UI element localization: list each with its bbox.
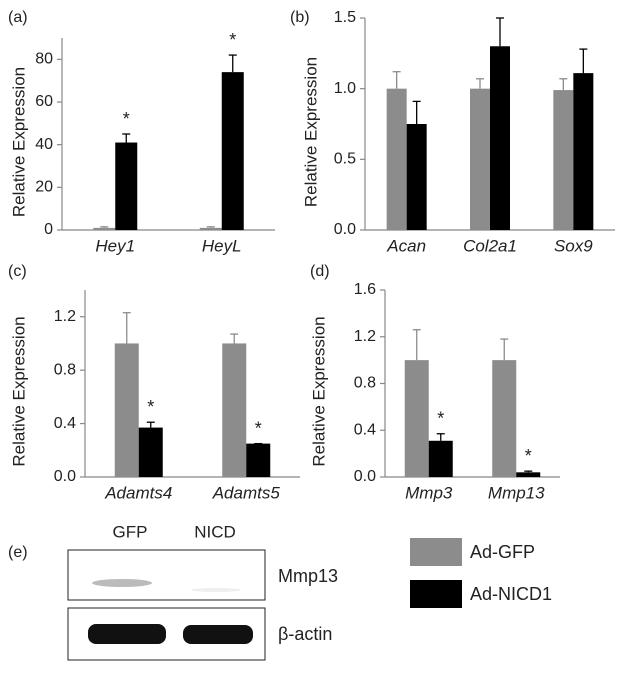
y-tick-label: 0.0 xyxy=(354,468,376,485)
bar xyxy=(114,343,139,477)
x-tick-label: Acan xyxy=(386,236,426,255)
blot-band xyxy=(191,588,241,592)
bar xyxy=(573,73,594,231)
y-tick-label: 40 xyxy=(35,136,53,153)
y-tick-label: 1.2 xyxy=(354,328,376,345)
row-label: β-actin xyxy=(278,624,332,644)
bar xyxy=(93,227,116,230)
legend-swatch xyxy=(410,538,462,566)
panel-label: (b) xyxy=(290,9,310,26)
blot-band xyxy=(92,579,152,587)
x-tick-label: Col2a1 xyxy=(463,236,517,255)
y-axis-label: Relative Expression xyxy=(301,57,320,207)
significance-marker: * xyxy=(437,409,444,429)
y-tick-label: 0.8 xyxy=(54,361,76,378)
bar xyxy=(404,360,429,477)
bar xyxy=(221,72,244,230)
bar xyxy=(246,443,271,477)
lane-label: NICD xyxy=(194,522,236,541)
y-tick-label: 0.0 xyxy=(334,221,356,238)
x-tick-label: Adamts5 xyxy=(212,483,281,502)
x-tick-label: Mmp13 xyxy=(488,483,545,502)
significance-marker: * xyxy=(525,446,532,466)
y-tick-label: 1.0 xyxy=(334,80,356,97)
bar xyxy=(490,46,510,231)
panel-label: (d) xyxy=(310,263,330,280)
lane-label: GFP xyxy=(113,522,148,541)
y-axis-label: Relative Expression xyxy=(9,316,28,466)
legend-label: Ad-NICD1 xyxy=(470,584,552,604)
bar xyxy=(138,427,163,477)
y-tick-label: 0.0 xyxy=(54,468,76,485)
x-tick-label: Adamts4 xyxy=(104,483,172,502)
bar xyxy=(386,88,407,231)
y-tick-label: 1.2 xyxy=(54,308,76,325)
significance-marker: * xyxy=(255,418,262,438)
significance-marker: * xyxy=(147,397,154,417)
legend-swatch xyxy=(410,580,462,608)
y-tick-label: 1.5 xyxy=(334,9,356,26)
significance-marker: * xyxy=(123,109,130,129)
bar xyxy=(516,472,541,477)
blot-band xyxy=(88,624,166,644)
bar xyxy=(428,440,453,477)
x-tick-label: Mmp3 xyxy=(405,483,453,502)
x-tick-label: Hey1 xyxy=(95,236,135,255)
row-label: Mmp13 xyxy=(278,566,338,586)
x-tick-label: HeyL xyxy=(202,236,242,255)
bar xyxy=(406,124,427,230)
y-tick-label: 60 xyxy=(35,93,53,110)
y-tick-label: 1.6 xyxy=(354,281,376,298)
y-tick-label: 0.4 xyxy=(54,415,76,432)
bar xyxy=(553,90,574,230)
panel-label: (c) xyxy=(8,263,27,280)
y-axis-label: Relative Expression xyxy=(309,316,328,466)
y-tick-label: 20 xyxy=(35,179,53,196)
bar xyxy=(115,142,138,230)
panel-label: (e) xyxy=(8,544,28,561)
significance-marker: * xyxy=(229,30,236,50)
blot-box xyxy=(67,549,266,601)
bar xyxy=(470,88,490,231)
legend-label: Ad-GFP xyxy=(470,542,535,562)
panel-label: (a) xyxy=(8,9,28,26)
y-tick-label: 80 xyxy=(35,51,53,68)
bar xyxy=(222,343,247,477)
blot-band xyxy=(183,625,253,644)
y-tick-label: 0 xyxy=(44,221,53,238)
x-tick-label: Sox9 xyxy=(554,236,593,255)
bar xyxy=(199,227,222,230)
y-tick-label: 0.5 xyxy=(334,151,356,168)
y-tick-label: 0.8 xyxy=(354,375,376,392)
bar xyxy=(492,360,517,477)
y-axis-label: Relative Expression xyxy=(9,67,28,217)
y-tick-label: 0.4 xyxy=(354,421,376,438)
